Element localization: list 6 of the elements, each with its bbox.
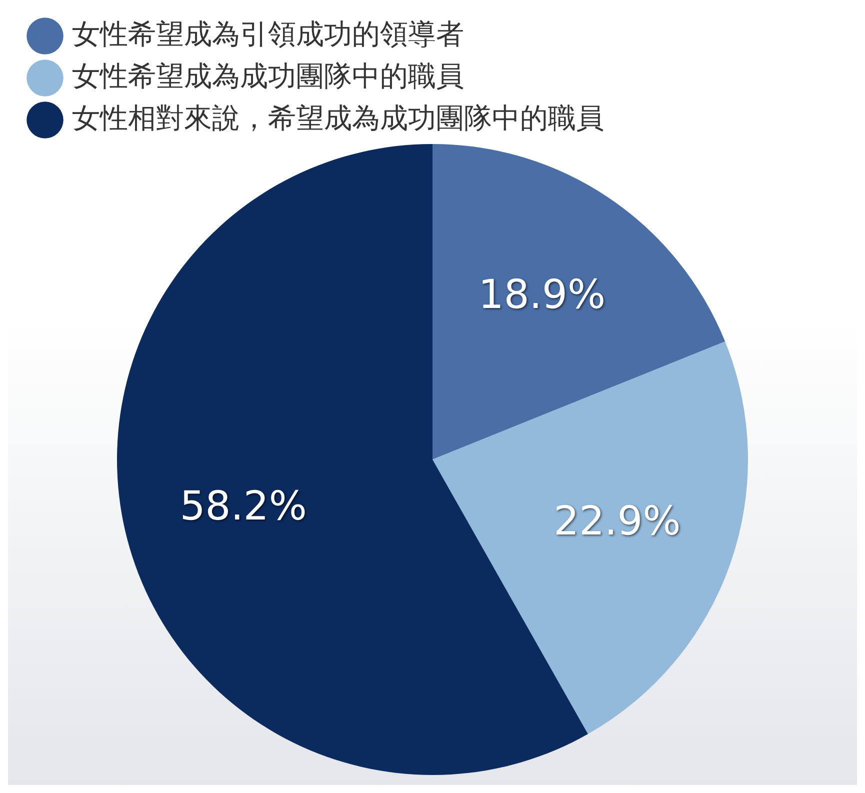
data-label: 58.2% xyxy=(180,484,307,530)
legend-label: 女性希望成為成功團隊中的職員 xyxy=(72,59,464,92)
legend-label: 女性希望成為引領成功的領導者 xyxy=(72,17,464,50)
data-label: 18.9% xyxy=(478,272,606,318)
data-label: 22.9% xyxy=(554,498,681,544)
legend-label: 女性相對來說，希望成為成功團隊中的職員 xyxy=(72,101,604,134)
